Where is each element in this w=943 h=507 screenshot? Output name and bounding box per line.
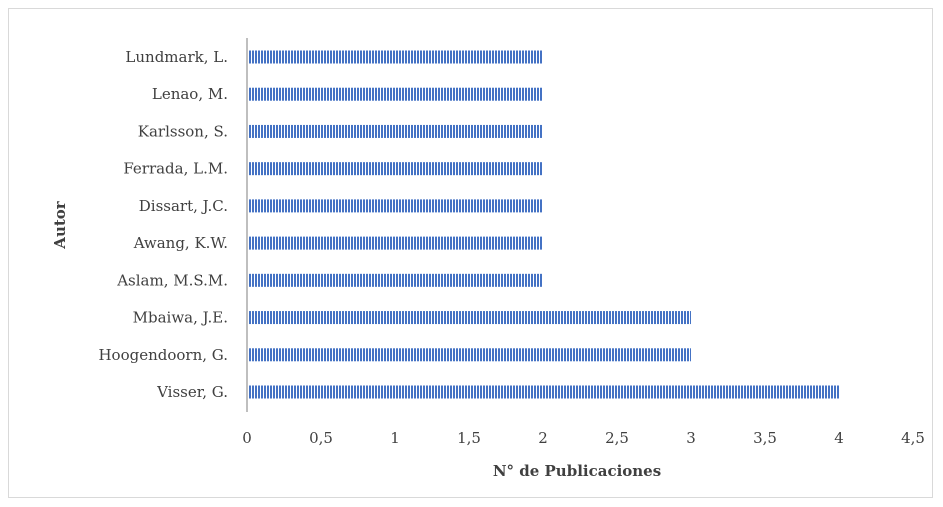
x-tick-label: 4,5: [901, 429, 925, 447]
x-tick-label: 2,5: [605, 429, 629, 447]
category-label: Karlsson, S.: [138, 122, 228, 140]
x-tick-label: 4: [834, 429, 844, 447]
bar-lundmark-l: [247, 50, 543, 64]
x-tick-label: 2: [538, 429, 548, 447]
y-axis-title: Autor: [51, 200, 69, 249]
x-tick-label: 1: [390, 429, 400, 447]
category-label: Lundmark, L.: [125, 48, 228, 66]
bar-aslam-m-s-m: [247, 273, 543, 287]
x-tick-label: 0,5: [309, 429, 333, 447]
bar-karlsson-s: [247, 124, 543, 138]
x-tick-label: 1,5: [457, 429, 481, 447]
category-label: Ferrada, L.M.: [123, 160, 228, 178]
category-label: Hoogendoorn, G.: [98, 346, 228, 364]
bar-dissart-j-c: [247, 199, 543, 213]
bar-hoogendoorn-g: [247, 348, 691, 362]
category-label: Mbaiwa, J.E.: [133, 309, 228, 327]
x-tick-label: 3,5: [753, 429, 777, 447]
bar-mbaiwa-j-e: [247, 311, 691, 325]
category-label: Lenao, M.: [152, 85, 228, 103]
bar-awang-k-w: [247, 236, 543, 250]
bar-ferrada-l-m: [247, 162, 543, 176]
category-label: Visser, G.: [156, 383, 228, 401]
x-tick-label: 0: [242, 429, 252, 447]
bar-lenao-m: [247, 87, 543, 101]
category-label: Awang, K.W.: [133, 234, 228, 252]
category-label: Dissart, J.C.: [139, 197, 228, 215]
x-tick-label: 3: [686, 429, 696, 447]
x-axis-title: N° de Publicaciones: [493, 462, 661, 480]
category-label: Aslam, M.S.M.: [116, 271, 228, 289]
bar-visser-g: [247, 385, 839, 399]
